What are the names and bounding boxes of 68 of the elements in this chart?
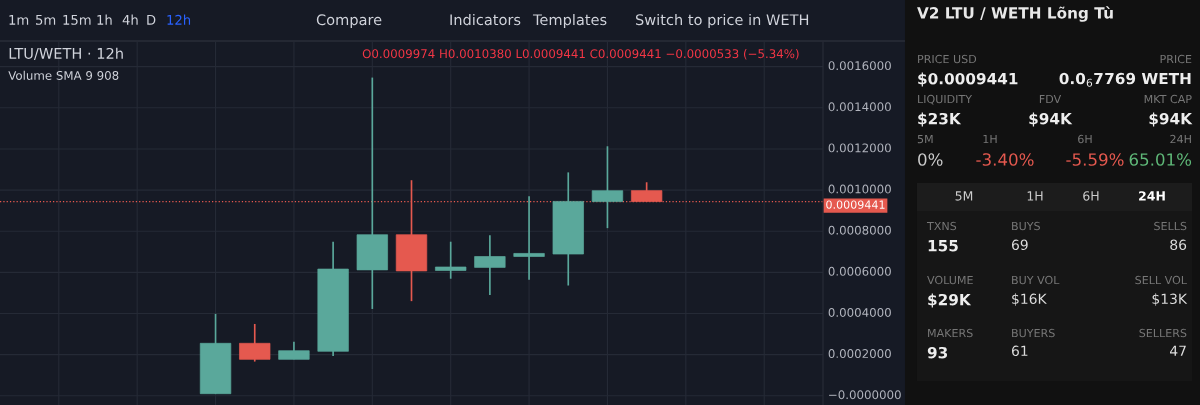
- text: 5M: [955, 191, 973, 201]
- text: 4h: [122, 14, 138, 25]
- text: $94K: [1029, 112, 1073, 127]
- chart-title: LTU/WETH · 12h: [9, 47, 123, 61]
- text: BUYERS: [1012, 328, 1055, 338]
- text: SELL VOL: [1135, 275, 1187, 285]
- y-tick-label: 0.0006000: [828, 266, 891, 276]
- text: 155: [928, 240, 958, 252]
- text: TXNS: [926, 221, 957, 231]
- text: 1h: [97, 14, 112, 25]
- y-tick-label: 0.0016000: [828, 61, 891, 71]
- text: D: [147, 15, 156, 25]
- text: 1m: [9, 15, 29, 25]
- y-tick-label: 0.0008000: [828, 225, 891, 235]
- text: -3.40%: [976, 153, 1034, 166]
- text: O0.0009974 H0.0010380 L0.0009441 C0.0009441 −0.0000533 (−5.34%): [362, 49, 799, 60]
- annotation: Volume SMA 9 908: [8, 70, 119, 80]
- text: Indicators: [450, 13, 521, 26]
- text: MKT CAP: [1144, 94, 1192, 104]
- text: 0%: [918, 153, 943, 166]
- text: SELLS: [1154, 221, 1187, 231]
- text: MAKERS: [928, 328, 973, 338]
- text: Templates: [532, 13, 607, 29]
- text: Compare: [316, 14, 382, 29]
- text: LIQUIDITY: [918, 94, 973, 105]
- text: $23K: [918, 112, 962, 127]
- text: 86: [1170, 239, 1187, 251]
- text: VOLUME: [927, 275, 973, 285]
- text: SELLERS: [1139, 328, 1187, 338]
- text: FDV: [1039, 94, 1062, 104]
- text: PRICE: [1160, 54, 1192, 64]
- text: -5.59%: [1066, 153, 1124, 166]
- y-tick-label: 0.0014000: [828, 102, 891, 112]
- candlestick: [591, 145, 624, 229]
- text: 65.01%: [1129, 153, 1192, 166]
- text: 6H: [1083, 191, 1099, 201]
- text: 47: [1170, 345, 1186, 356]
- text: 6H: [1078, 134, 1092, 144]
- y-tick-label: 0.0002000: [828, 349, 891, 359]
- text: 0.0$_{6}$7769 WETH: [1059, 72, 1191, 87]
- text: 69: [1011, 239, 1028, 251]
- candlestick: [513, 195, 545, 281]
- ref-line-label: 0.0009441: [826, 200, 885, 209]
- text: $13K: [1152, 293, 1188, 306]
- text: 5M: [917, 134, 933, 144]
- y-tick-label: 0.0010000: [828, 184, 891, 194]
- text: BUYS: [1012, 221, 1040, 231]
- text: 24H: [1170, 134, 1191, 144]
- text: 5m: [36, 15, 56, 25]
- text: $94K: [1149, 112, 1193, 127]
- text: Switch to price in WETH: [635, 13, 809, 29]
- text: 12h: [167, 14, 191, 25]
- text: 61: [1011, 345, 1028, 357]
- text: 15m: [63, 15, 91, 25]
- y-tick-label: 0.0012000: [828, 143, 891, 153]
- text: 1H: [1027, 191, 1043, 201]
- text: 24H: [1139, 191, 1165, 201]
- text: $29K: [928, 293, 972, 308]
- text: BUY VOL: [1012, 275, 1060, 285]
- candlestick: [435, 240, 467, 280]
- text: 1H: [983, 134, 997, 144]
- text: PRICE USD: [918, 54, 977, 64]
- y-tick-label: 0.0004000: [828, 307, 891, 317]
- text: $0.0009441: [918, 72, 1018, 87]
- text: V2 LTU / WETH Lõng Tù: [917, 6, 1113, 22]
- text: 93: [927, 346, 948, 359]
- y-tick-label: −0.0000000: [829, 390, 901, 400]
- text: $16K: [1012, 293, 1047, 306]
